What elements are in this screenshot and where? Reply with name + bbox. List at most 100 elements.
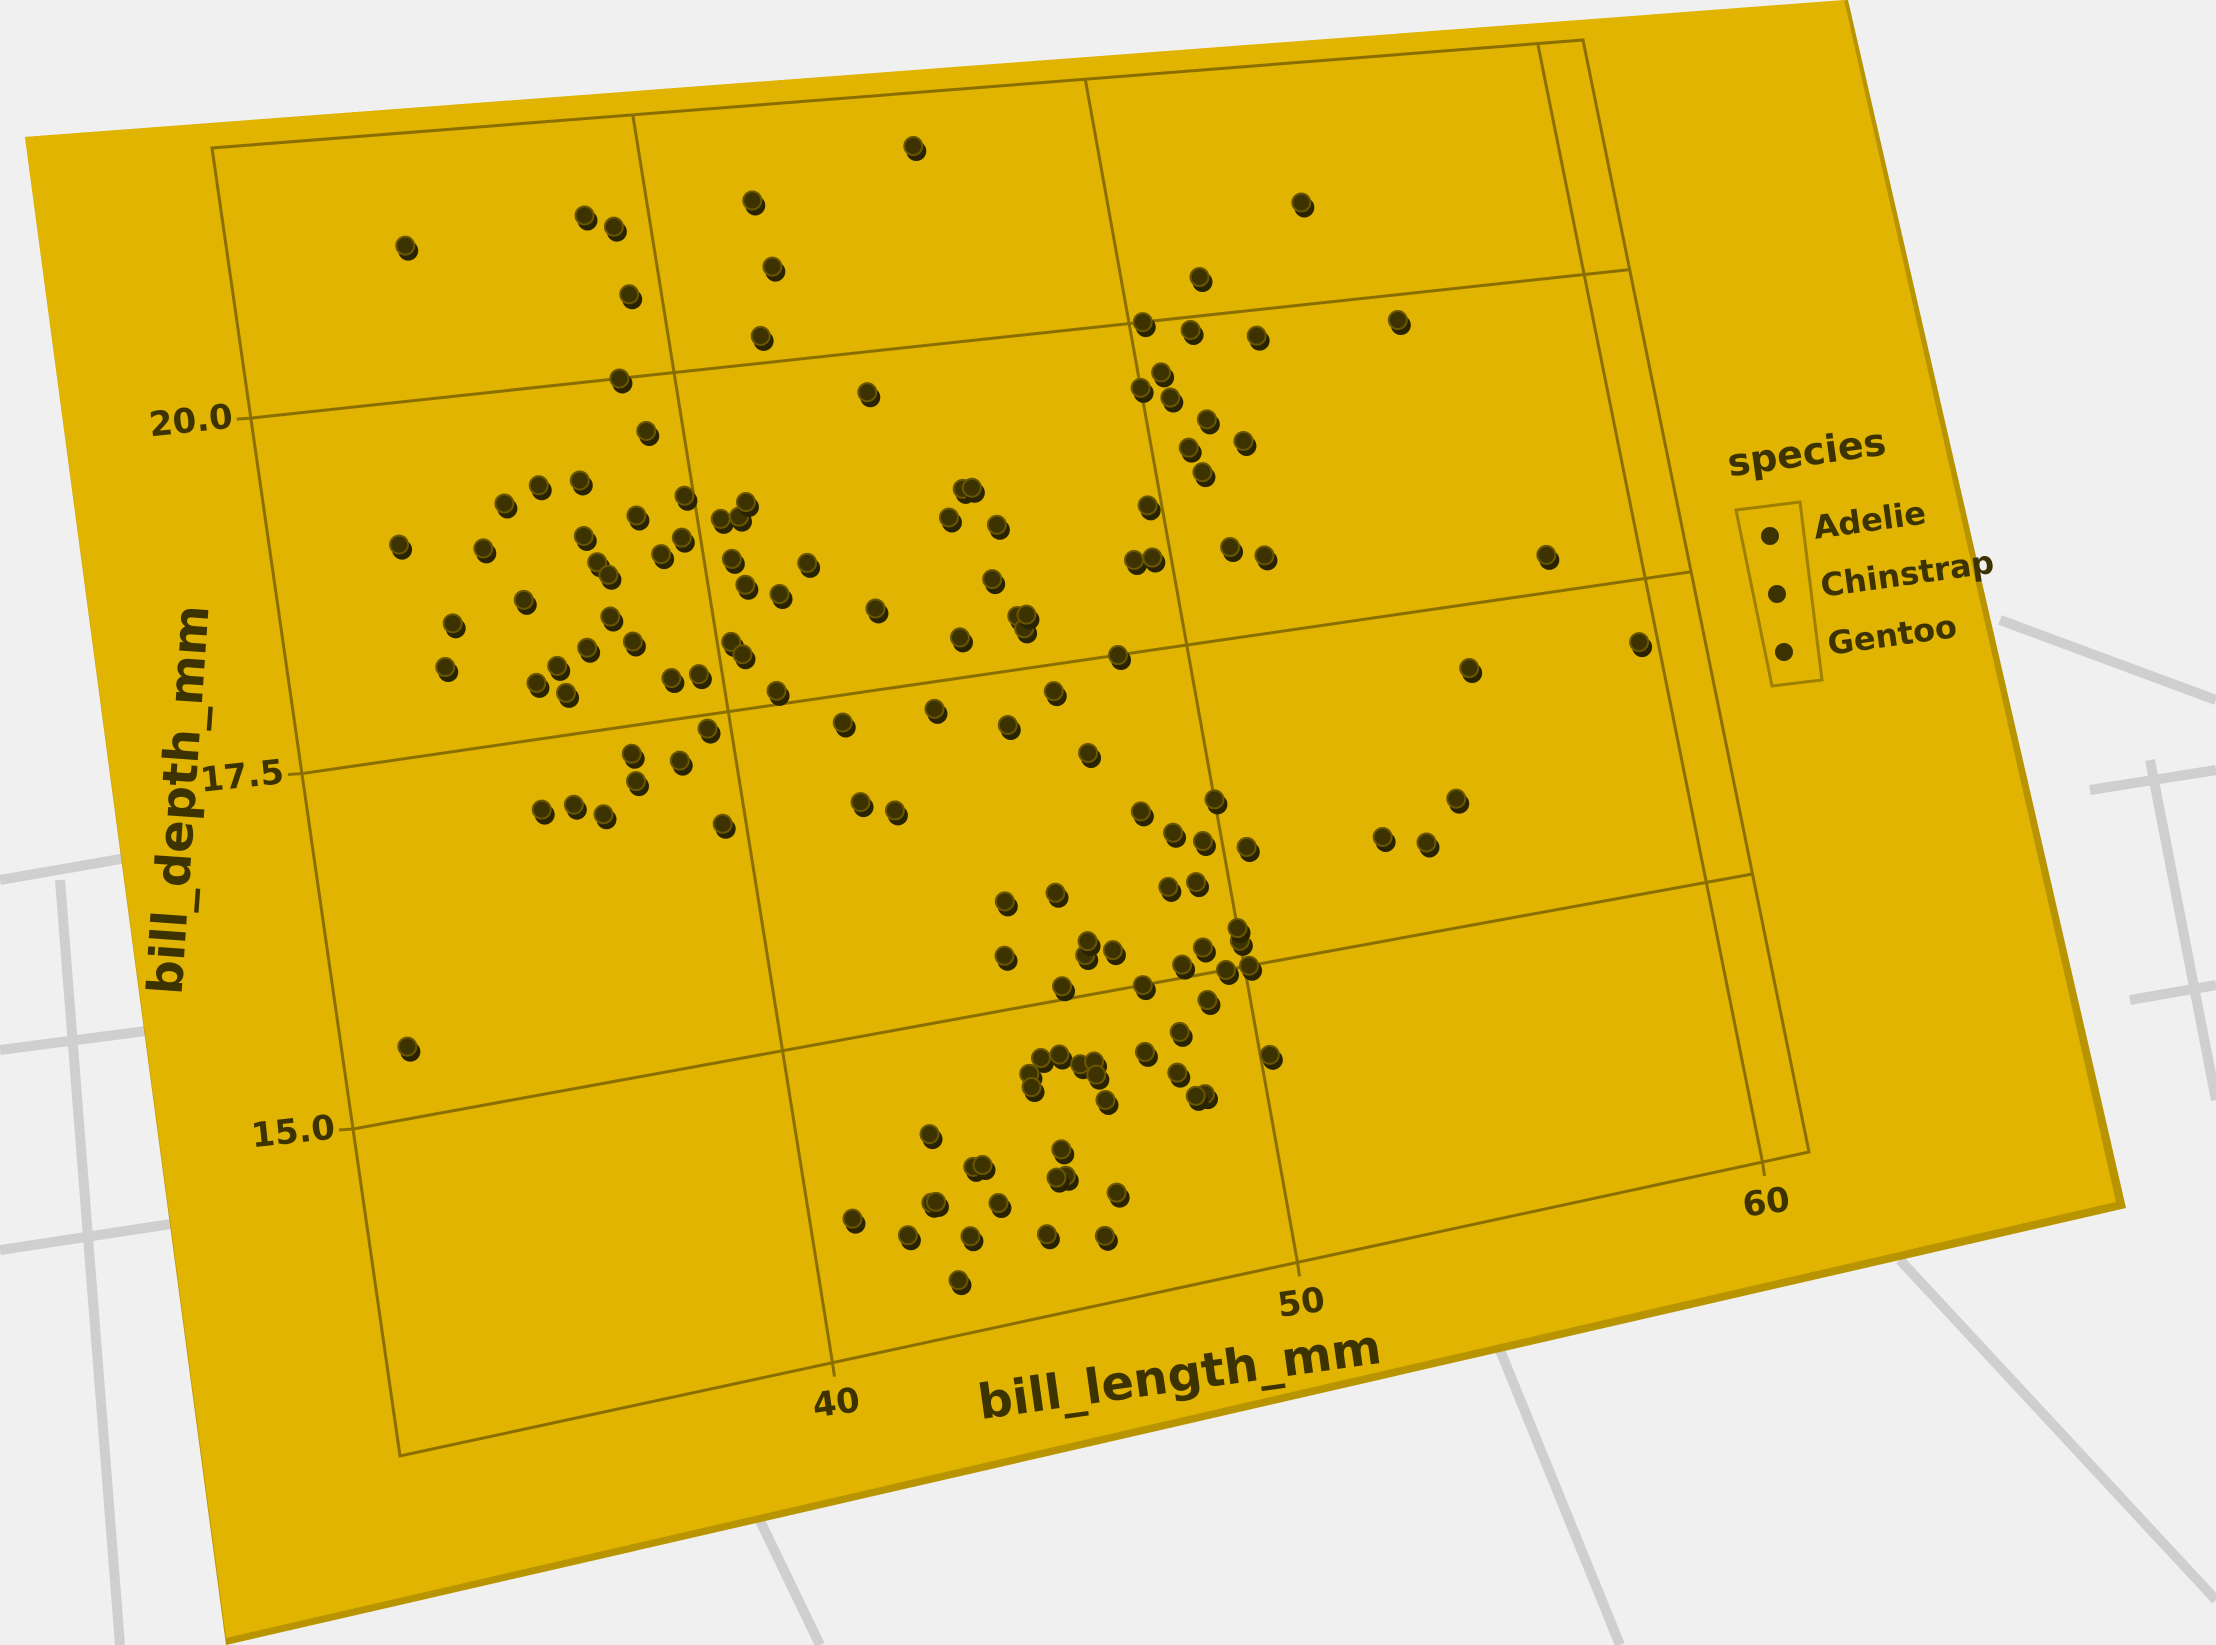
point	[1137, 495, 1158, 516]
floor-line	[1896, 1256, 2216, 1604]
point	[1043, 681, 1064, 702]
y-tick	[287, 772, 303, 777]
point	[857, 382, 878, 403]
point	[661, 668, 682, 689]
x-tick	[1295, 1262, 1301, 1277]
floor-line	[1998, 615, 2216, 705]
legend-box	[1734, 500, 1824, 688]
point	[674, 485, 695, 506]
point	[1629, 632, 1650, 653]
point	[1124, 549, 1145, 570]
point	[556, 682, 577, 703]
point	[1254, 545, 1275, 566]
point	[651, 544, 672, 565]
point	[669, 750, 690, 771]
point	[762, 256, 783, 277]
point	[1158, 876, 1179, 897]
grid-line	[1536, 43, 1764, 1163]
point	[473, 538, 494, 559]
point	[1236, 836, 1257, 857]
point	[625, 771, 646, 792]
point	[948, 1270, 969, 1291]
point	[697, 718, 718, 739]
point	[1086, 1064, 1107, 1085]
point	[1134, 1041, 1155, 1062]
point	[1021, 1077, 1042, 1098]
point	[435, 657, 456, 678]
point	[938, 507, 959, 528]
point	[925, 1191, 946, 1212]
point	[1107, 645, 1128, 666]
point	[513, 589, 534, 610]
x-tick	[830, 1362, 836, 1377]
point	[1045, 882, 1066, 903]
point	[1078, 742, 1099, 763]
y-tick-label: 20.0	[147, 397, 235, 446]
point	[395, 235, 416, 256]
point	[1178, 437, 1199, 458]
point	[897, 1225, 918, 1246]
point	[1049, 1044, 1070, 1065]
point	[626, 505, 647, 526]
point	[1130, 801, 1151, 822]
point	[1132, 975, 1153, 996]
point	[1132, 312, 1153, 333]
point	[1416, 832, 1437, 853]
point	[1142, 547, 1163, 568]
point	[1387, 310, 1408, 331]
point	[1196, 409, 1217, 430]
point	[982, 569, 1003, 590]
point	[573, 525, 594, 546]
legend-marker	[1761, 527, 1779, 545]
legend-marker	[1768, 585, 1786, 603]
point	[526, 672, 547, 693]
point	[609, 368, 630, 389]
point	[710, 508, 731, 529]
floor-line	[55, 879, 125, 1645]
point	[1192, 937, 1213, 958]
point	[1215, 959, 1236, 980]
point	[574, 205, 595, 226]
point	[735, 492, 756, 513]
point	[865, 598, 886, 619]
x-tick-label: 60	[1740, 1179, 1792, 1225]
point	[884, 800, 905, 821]
point	[1167, 1062, 1188, 1083]
point	[997, 714, 1018, 735]
point	[732, 644, 753, 665]
point	[1180, 319, 1201, 340]
point	[919, 1124, 940, 1145]
point	[742, 190, 763, 211]
point	[1220, 537, 1241, 558]
floor-line	[745, 1497, 825, 1645]
point	[1239, 955, 1260, 976]
point	[1186, 872, 1207, 893]
points	[389, 136, 1653, 1296]
point	[494, 493, 515, 514]
point	[598, 564, 619, 585]
point	[721, 548, 742, 569]
point	[1192, 462, 1213, 483]
point	[528, 475, 549, 496]
point	[1077, 931, 1098, 952]
point	[1163, 822, 1184, 843]
point	[1192, 831, 1213, 852]
point	[531, 799, 552, 820]
point	[600, 606, 621, 627]
point	[712, 813, 733, 834]
point	[1052, 976, 1073, 997]
point	[972, 1155, 993, 1176]
point	[797, 552, 818, 573]
grid-line	[1083, 78, 1299, 1263]
point	[563, 794, 584, 815]
point	[721, 631, 742, 652]
point	[994, 945, 1015, 966]
point	[1185, 1085, 1206, 1106]
point	[1030, 1048, 1051, 1069]
point	[986, 514, 1007, 535]
point	[735, 574, 756, 595]
point	[1051, 1139, 1072, 1160]
point	[1106, 1182, 1127, 1203]
floor-line	[2129, 980, 2216, 1005]
